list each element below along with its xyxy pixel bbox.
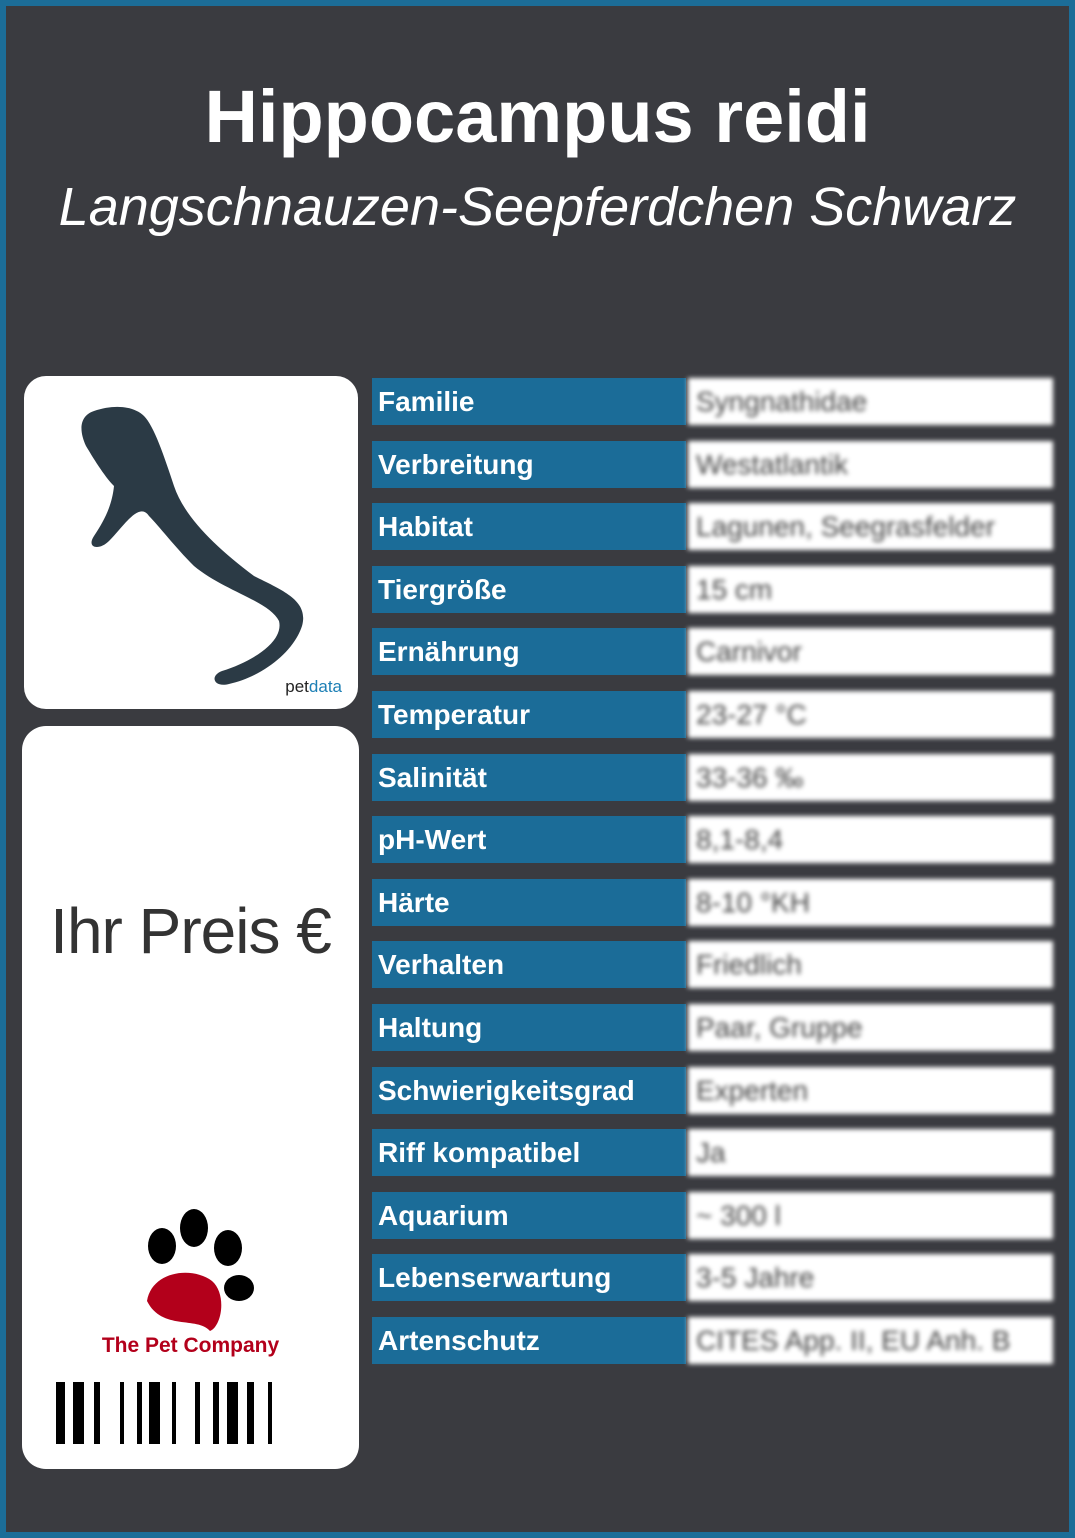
attribute-value: 33-36 ‰ <box>688 753 1053 801</box>
attribute-label: Artenschutz <box>372 1317 686 1364</box>
barcode-bar <box>73 1382 85 1444</box>
petdata-logo: petdata <box>285 677 342 697</box>
attribute-label: Habitat <box>372 503 686 551</box>
attribute-row: Artenschutz CITES App. II, EU Anh. B <box>372 1317 1053 1364</box>
attribute-value: CITES App. II, EU Anh. B <box>688 1317 1053 1364</box>
barcode-bar <box>247 1382 254 1444</box>
attribute-row: Lebenserwartung 3-5 Jahre <box>372 1254 1053 1302</box>
attribute-row: Haltung Paar, Gruppe <box>372 1004 1053 1051</box>
barcode <box>56 1382 332 1444</box>
barcode-bar <box>93 1382 101 1444</box>
barcode-bar <box>119 1382 125 1444</box>
attribute-label: Schwierigkeitsgrad <box>372 1066 686 1114</box>
petdata-logo-prefix: pet <box>285 677 309 696</box>
attribute-value: 8,1-8,4 <box>688 816 1053 864</box>
attribute-row: Familie Syngnathidae <box>372 378 1053 425</box>
attribute-value: Experten <box>688 1066 1053 1114</box>
price-card: Ihr Preis € The Pet Company <box>22 726 359 1469</box>
attribute-label: Familie <box>372 378 686 425</box>
price-label: Ihr Preis € <box>50 895 332 967</box>
attribute-value: 23-27 °C <box>688 691 1053 738</box>
attribute-value: Paar, Gruppe <box>688 1004 1053 1051</box>
attribute-value: 15 cm <box>688 565 1053 613</box>
common-name: Langschnauzen-Seepferdchen Schwarz <box>58 177 1017 237</box>
attribute-label: pH-Wert <box>372 816 686 864</box>
attribute-row: Härte 8-10 °KH <box>372 878 1053 926</box>
attribute-row: Riff kompatibel Ja <box>372 1129 1053 1177</box>
species-title: Hippocampus reidi <box>204 75 871 158</box>
attribute-label: Temperatur <box>372 691 686 738</box>
barcode-bar <box>56 1382 65 1444</box>
species-image-card: petdata <box>24 376 358 709</box>
barcode-bar <box>137 1382 142 1444</box>
barcode-bar <box>227 1382 239 1444</box>
barcode-bar <box>267 1382 273 1444</box>
attribute-row: Temperatur 23-27 °C <box>372 691 1053 738</box>
attribute-label: Salinität <box>372 753 686 801</box>
attribute-label: Lebenserwartung <box>372 1254 686 1302</box>
attribute-row: Schwierigkeitsgrad Experten <box>372 1066 1053 1114</box>
attribute-value: Syngnathidae <box>688 378 1053 425</box>
attribute-row: Salinität 33-36 ‰ <box>372 753 1053 801</box>
attribute-row: pH-Wert 8,1-8,4 <box>372 816 1053 864</box>
attribute-label: Aquarium <box>372 1191 686 1239</box>
attribute-row: Verbreitung Westatlantik <box>372 440 1053 488</box>
attribute-value: Ja <box>688 1129 1053 1177</box>
seahorse-image <box>81 406 304 685</box>
attribute-row: Ernährung Carnivor <box>372 628 1053 676</box>
company-name: The Pet Company <box>101 1334 280 1357</box>
attribute-row: Aquarium ~ 300 l <box>372 1191 1053 1239</box>
attribute-row: Habitat Lagunen, Seegrasfelder <box>372 503 1053 551</box>
attribute-label: Verbreitung <box>372 440 686 488</box>
attribute-row: Tiergröße 15 cm <box>372 565 1053 613</box>
attribute-label: Verhalten <box>372 941 686 989</box>
attribute-label: Ernährung <box>372 628 686 676</box>
attribute-label: Tiergröße <box>372 565 686 613</box>
petdata-logo-suffix: data <box>308 677 342 696</box>
attribute-label: Haltung <box>372 1004 686 1051</box>
barcode-bar <box>195 1382 200 1444</box>
attribute-value: 8-10 °KH <box>688 878 1053 926</box>
barcode-bar <box>148 1382 160 1444</box>
attribute-value: ~ 300 l <box>688 1191 1053 1239</box>
attribute-value: Carnivor <box>688 628 1053 676</box>
attribute-label: Härte <box>372 878 686 926</box>
attribute-value: Lagunen, Seegrasfelder <box>688 503 1053 551</box>
attribute-value: Westatlantik <box>688 440 1053 488</box>
paw-logo-icon <box>147 1209 254 1331</box>
attribute-value: 3-5 Jahre <box>688 1254 1053 1302</box>
barcode-bar <box>172 1382 177 1444</box>
attribute-label: Riff kompatibel <box>372 1129 686 1177</box>
attribute-row: Verhalten Friedlich <box>372 941 1053 989</box>
attribute-value: Friedlich <box>688 941 1053 989</box>
barcode-bar <box>212 1382 220 1444</box>
